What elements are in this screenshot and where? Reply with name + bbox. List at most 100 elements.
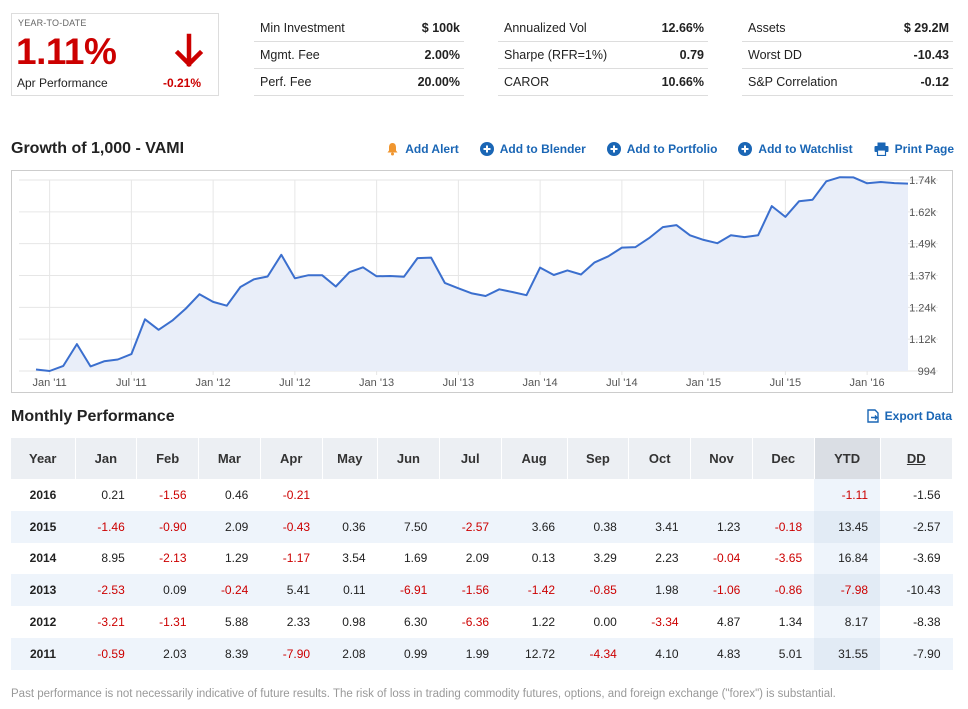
stat-row: Sharpe (RFR=1%) 0.79 (498, 42, 708, 69)
stat-value: 0.79 (679, 48, 704, 62)
add-to-watchlist-button[interactable]: Add to Watchlist (738, 142, 853, 156)
month-cell (378, 479, 440, 511)
data-point (307, 274, 309, 276)
data-point (280, 254, 282, 256)
month-cell: -4.34 (567, 637, 629, 670)
data-point (130, 353, 132, 355)
stat-label: Sharpe (RFR=1%) (504, 48, 608, 62)
x-tick-label: Jul '11 (116, 377, 147, 389)
stat-row: Perf. Fee 20.00% (254, 69, 464, 96)
month-cell: -1.17 (282, 551, 311, 566)
month-cell: 1.22 (531, 615, 556, 630)
export-data-button[interactable]: Export Data (866, 409, 952, 423)
month-cell: 3.41 (628, 510, 691, 543)
ytd-label: YEAR-TO-DATE (18, 18, 87, 28)
data-point (375, 275, 377, 277)
month-cell (691, 479, 753, 511)
print-page-label: Print Page (894, 142, 954, 156)
data-point (839, 176, 841, 178)
col-mar: Mar (198, 438, 261, 479)
month-cell: -0.04 (713, 551, 741, 566)
month-cell: 8.39 (198, 637, 261, 670)
col-may: May (322, 438, 379, 479)
month-cell: 12.72 (501, 637, 568, 670)
fees-stats: Min Investment $ 100k Mgmt. Fee 2.00% Perf… (254, 15, 464, 96)
data-point (335, 285, 337, 287)
data-point (893, 182, 895, 184)
data-point (253, 278, 255, 280)
col-dd[interactable]: DD (880, 438, 954, 479)
data-point (35, 368, 37, 370)
month-cell: -1.56 (439, 574, 502, 607)
table-row: 2013 -2.53 0.09 -0.24 5.41 0.11 -6.91 -1.56 -1.4… (11, 574, 953, 607)
month-cell: -0.59 (75, 637, 137, 670)
col-jan: Jan (75, 438, 138, 479)
print-page-button[interactable]: Print Page (874, 142, 954, 156)
month-cell: 0.98 (342, 615, 366, 630)
apr-performance-label: Apr Performance (17, 76, 108, 90)
add-to-blender-button[interactable]: Add to Blender (479, 142, 586, 156)
data-point (621, 246, 623, 248)
month-cell: 3.29 (593, 551, 617, 566)
month-cell: 0.11 (322, 574, 378, 607)
dd-cell: -8.38 (913, 615, 941, 630)
stat-row: Mgmt. Fee 2.00% (254, 42, 464, 69)
x-tick-label: Jul '15 (770, 377, 801, 389)
month-cell: 8.95 (101, 551, 125, 566)
month-cell: 3.66 (501, 510, 568, 543)
month-cell: 1.69 (403, 551, 428, 566)
data-point (430, 256, 432, 258)
y-tick-label: 1.74k (909, 175, 936, 187)
vami-chart-svg: 994 1.12k 1.24k 1.37k 1.49k 1.62k 1.74k Jan '11… (19, 175, 938, 389)
data-point (880, 181, 882, 183)
add-to-watchlist-label: Add to Watchlist (758, 142, 853, 156)
data-point (689, 234, 691, 236)
data-point (675, 224, 677, 226)
month-cell: -1.06 (690, 574, 753, 607)
stat-label: S&P Correlation (748, 75, 838, 89)
data-point (866, 182, 868, 184)
stat-label: CAROR (504, 75, 550, 89)
export-icon (866, 409, 879, 423)
data-point (471, 292, 473, 294)
vami-area (36, 177, 908, 371)
stat-value: $ 100k (421, 21, 460, 35)
y-tick-label: 1.37k (909, 271, 936, 283)
month-cell: 1.98 (628, 574, 691, 607)
month-cell: -2.13 (159, 551, 187, 566)
add-alert-button[interactable]: Add Alert (386, 142, 459, 156)
add-to-portfolio-button[interactable]: Add to Portfolio (606, 142, 717, 156)
col-aug: Aug (501, 438, 568, 479)
year-cell: 2014 (29, 551, 57, 566)
month-cell: 5.88 (224, 615, 249, 630)
month-cell: 1.23 (690, 510, 753, 543)
month-cell: -6.91 (377, 574, 440, 607)
data-point (743, 236, 745, 238)
data-point (457, 287, 459, 289)
month-cell: 6.30 (403, 615, 428, 630)
month-cell: 4.10 (628, 637, 691, 670)
data-point (716, 242, 718, 244)
month-cell: -0.43 (260, 510, 323, 543)
data-point (512, 291, 514, 293)
stat-value: 10.66% (661, 75, 704, 89)
data-point (239, 286, 241, 288)
risk-stats: Annualized Vol 12.66% Sharpe (RFR=1%) 0.79… (498, 15, 708, 96)
month-cell: 0.99 (377, 637, 440, 670)
monthly-title: Monthly Performance (11, 408, 175, 425)
printer-icon (874, 142, 889, 156)
col-nov: Nov (690, 438, 753, 479)
month-cell: 0.00 (593, 615, 617, 630)
table-row: 2015 -1.46 -0.90 2.09 -0.43 0.36 7.50 -2.57 3.66… (11, 510, 953, 543)
col-jul: Jul (439, 438, 502, 479)
month-cell: 4.83 (690, 637, 753, 670)
x-tick-label: Jan '15 (686, 377, 721, 389)
data-point (89, 365, 91, 367)
data-point (907, 182, 909, 184)
data-point (607, 255, 609, 257)
table-row: 2016 0.21 -1.56 0.46 -0.21 -1.11 -1.56 (11, 479, 953, 511)
data-point (648, 237, 650, 239)
month-cell: -3.65 (774, 551, 803, 566)
stat-value: 12.66% (661, 21, 704, 35)
data-point (144, 318, 146, 320)
